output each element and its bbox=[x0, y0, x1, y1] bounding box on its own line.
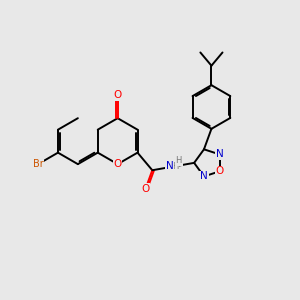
Text: O: O bbox=[113, 159, 122, 169]
Text: O: O bbox=[113, 90, 122, 100]
Text: N: N bbox=[216, 149, 224, 160]
Text: Br: Br bbox=[33, 159, 44, 169]
Text: H: H bbox=[172, 162, 178, 171]
Text: H: H bbox=[176, 157, 182, 166]
Text: O: O bbox=[216, 166, 224, 176]
Text: N: N bbox=[200, 171, 208, 182]
Text: N: N bbox=[166, 161, 173, 171]
Text: O: O bbox=[142, 184, 150, 194]
